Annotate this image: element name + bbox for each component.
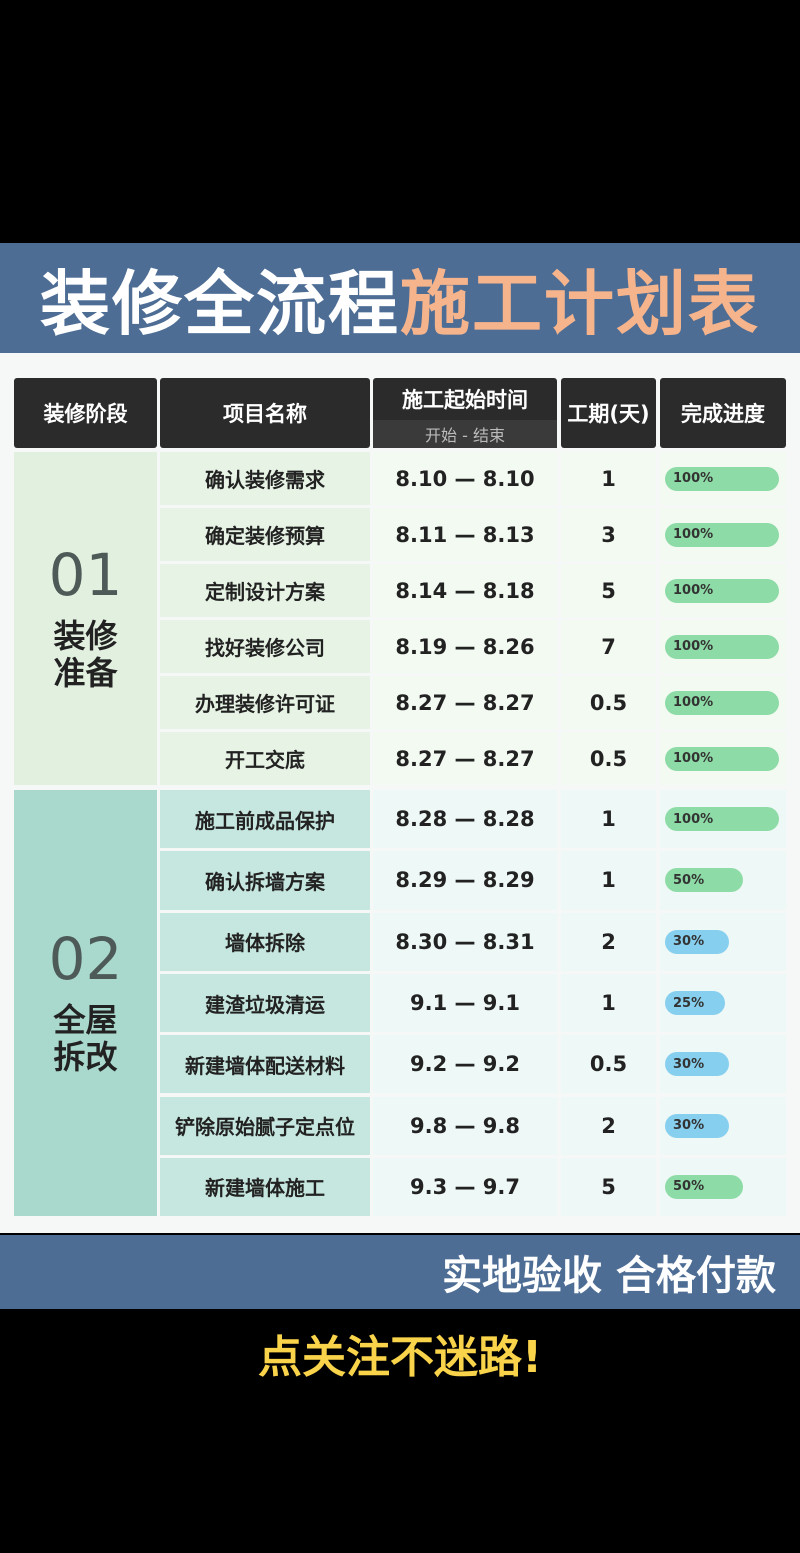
column-header: 完成进度 (660, 378, 786, 448)
duration: 1 (561, 851, 656, 910)
column-header: 项目名称 (160, 378, 370, 448)
progress-bar: 100% (665, 578, 779, 603)
date-range: 8.14 — 8.18 (373, 564, 557, 617)
item-name: 新建墙体配送材料 (160, 1035, 370, 1094)
item-name: 找好装修公司 (160, 620, 370, 673)
stage-name: 装修 准备 (53, 616, 118, 692)
duration: 5 (561, 564, 656, 617)
stage-name-line: 全屋 (53, 1001, 118, 1040)
progress-bar: 25% (665, 991, 725, 1016)
stage-name-line: 装修 (53, 616, 118, 655)
item-name: 铲除原始腻子定点位 (160, 1096, 370, 1155)
title-band: 装修全流程 施工计划表 (0, 243, 800, 353)
duration: 2 (561, 912, 656, 971)
duration: 0.5 (561, 732, 656, 785)
stage-name: 全屋 拆改 (53, 1002, 117, 1076)
date-range: 8.10 — 8.10 (373, 452, 557, 505)
column-header: 装修阶段 (14, 378, 157, 448)
duration: 2 (561, 1096, 656, 1155)
date-range: 8.11 — 8.13 (373, 508, 557, 561)
item-name: 确认拆墙方案 (160, 851, 370, 910)
date-range: 8.30 — 8.31 (373, 912, 557, 971)
duration: 1 (561, 973, 656, 1033)
call-to-action: 点关注不迷路! (257, 1332, 543, 1383)
stage-cell: 02 全屋 拆改 (14, 790, 157, 1217)
schedule-table: 装修阶段 项目名称 施工起始时间 开始 - 结束 工期(天) 完成进度 01 装修 准备 确认装修… (0, 353, 800, 1233)
stage-name-line: 拆改 (53, 1038, 118, 1077)
progress-cell: 100% (660, 732, 786, 785)
date-range: 8.27 — 8.27 (373, 732, 557, 785)
progress-cell: 100% (660, 508, 786, 561)
progress-cell: 100% (660, 452, 786, 505)
progress-bar: 100% (665, 807, 779, 832)
progress-bar: 100% (665, 634, 779, 659)
progress-bar: 100% (665, 466, 779, 491)
progress-bar: 30% (665, 1052, 729, 1077)
column-header: 施工起始时间 (373, 378, 557, 420)
item-name: 开工交底 (160, 732, 370, 785)
item-name: 确定装修预算 (160, 508, 370, 561)
stage-cell: 01 装修 准备 (14, 452, 157, 785)
progress-cell: 30% (660, 1035, 786, 1094)
progress-bar: 100% (665, 746, 779, 771)
item-name: 办理装修许可证 (160, 676, 370, 729)
progress-cell: 100% (660, 676, 786, 729)
progress-cell: 30% (660, 912, 786, 971)
duration: 5 (561, 1157, 656, 1217)
progress-bar: 50% (665, 1174, 743, 1199)
duration: 0.5 (561, 676, 656, 729)
duration: 1 (561, 790, 656, 849)
progress-bar: 100% (665, 690, 779, 715)
progress-bar: 30% (665, 1113, 729, 1138)
date-range: 9.1 — 9.1 (373, 973, 557, 1033)
column-header: 工期(天) (561, 378, 656, 448)
duration: 0.5 (561, 1035, 656, 1094)
progress-cell: 25% (660, 973, 786, 1033)
duration: 1 (561, 452, 656, 505)
stage-number: 01 (48, 540, 123, 609)
progress-cell: 50% (660, 851, 786, 910)
item-name: 建渣垃圾清运 (160, 973, 370, 1033)
item-name: 定制设计方案 (160, 564, 370, 617)
title-part: 施工计划表 (400, 262, 760, 345)
date-range: 8.19 — 8.26 (373, 620, 557, 673)
column-subheader: 开始 - 结束 (373, 420, 557, 448)
date-range: 9.3 — 9.7 (373, 1157, 557, 1217)
progress-cell: 30% (660, 1096, 786, 1155)
progress-cell: 50% (660, 1157, 786, 1217)
progress-bar: 50% (665, 868, 743, 893)
progress-cell: 100% (660, 620, 786, 673)
title-part: 装修全流程 (40, 262, 400, 345)
stage-number: 02 (48, 925, 123, 994)
footer-banner: 实地验收 合格付款 (0, 1235, 800, 1309)
progress-bar: 100% (665, 522, 779, 547)
item-name: 新建墙体施工 (160, 1157, 370, 1217)
duration: 3 (561, 508, 656, 561)
item-name: 确认装修需求 (160, 452, 370, 505)
item-name: 墙体拆除 (160, 912, 370, 971)
date-range: 8.29 — 8.29 (373, 851, 557, 910)
date-range: 9.2 — 9.2 (373, 1035, 557, 1094)
progress-cell: 100% (660, 790, 786, 849)
duration: 7 (561, 620, 656, 673)
progress-cell: 100% (660, 564, 786, 617)
date-range: 8.27 — 8.27 (373, 676, 557, 729)
date-range: 9.8 — 9.8 (373, 1096, 557, 1155)
date-range: 8.28 — 8.28 (373, 790, 557, 849)
stage-name-line: 准备 (53, 653, 118, 692)
item-name: 施工前成品保护 (160, 790, 370, 849)
progress-bar: 30% (665, 929, 729, 954)
